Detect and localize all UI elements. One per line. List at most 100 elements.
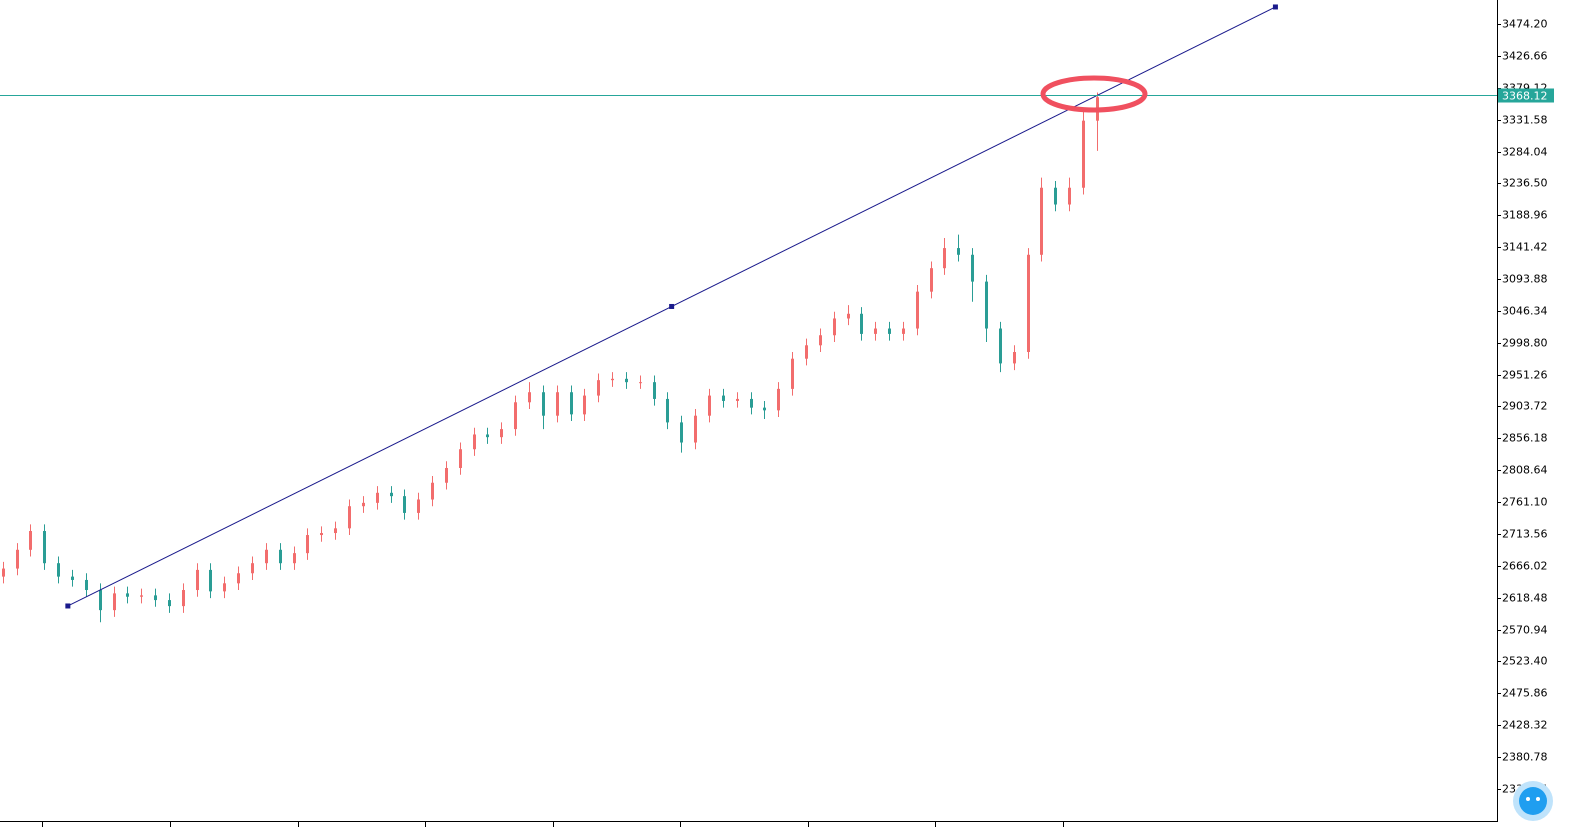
candle-body [819,335,822,346]
candle-body [1068,187,1071,205]
y-tick-label: 2475.86 [1502,687,1548,700]
candle-body [763,407,766,411]
candle-body [85,579,88,591]
y-axis: 3474.203426.663379.123331.583284.043236.… [1497,18,1554,796]
candle-body [625,378,628,383]
candle-body [29,531,32,550]
candle-body [750,398,753,408]
candle-body [666,398,669,423]
candle-body [930,268,933,292]
y-tick-label: 2380.78 [1502,751,1548,764]
candle-body [445,467,448,483]
candle-body [113,593,116,611]
candle-body [1027,254,1030,353]
y-tick-label: 3284.04 [1502,146,1548,159]
candle-body [736,398,739,401]
candle-body [403,496,406,513]
candle-body [279,549,282,564]
chat-icon-bubble [1519,787,1547,815]
candle-body [957,248,960,255]
candle-body [999,328,1002,364]
y-tick-label: 2998.80 [1502,337,1548,350]
candle-body [597,380,600,396]
candle-body [376,492,379,503]
candle-body [71,576,74,580]
y-tick-label: 2428.32 [1502,719,1548,732]
y-tick-label: 2951.26 [1502,369,1548,382]
trendline-handle [65,603,71,609]
y-tick-label: 3188.96 [1502,209,1548,222]
candle-body [1040,187,1043,255]
y-tick-label: 2808.64 [1502,464,1548,477]
candle-body [431,482,434,500]
candle-body [722,395,725,401]
chat-icon[interactable] [1513,781,1553,821]
candle-body [971,254,974,282]
candle-body [168,600,171,607]
y-tick-label: 2713.56 [1502,528,1548,541]
candle-body [791,358,794,389]
candle-body [182,590,185,607]
candle-body [985,281,988,329]
candle-body [583,395,586,415]
y-tick-label: 2666.02 [1502,560,1548,573]
y-tick-label: 2618.48 [1502,592,1548,605]
candle-body [847,313,850,319]
y-tick-label: 3093.88 [1502,273,1548,286]
x-ticks [42,821,1064,827]
candle-body [943,248,946,269]
candle-body [805,345,808,359]
y-tick-label: 2856.18 [1502,432,1548,445]
candle-body [486,434,489,438]
candle-body [611,378,614,381]
candle-body [306,535,309,554]
candle-body [708,395,711,416]
candle-body [874,328,877,334]
candle-body [348,506,351,529]
candle-body [1054,187,1057,205]
candle-body [694,415,697,443]
trendline-handle [669,303,675,309]
y-tick-label: 2761.10 [1502,496,1548,509]
candle-body [777,388,780,411]
candle-body [1082,120,1085,188]
candle-body [99,590,102,611]
candle-body [916,291,919,329]
candle-body [362,502,365,507]
y-tick-label: 3236.50 [1502,177,1548,190]
candle-body [542,392,545,416]
y-tick-label: 2570.94 [1502,624,1548,637]
candle-body [334,528,337,534]
candle-body [126,593,129,597]
candle-body [570,392,573,415]
chat-icon-eye [1526,797,1530,801]
candle-body [390,492,393,497]
candle-body [500,429,503,438]
candle-body [320,533,323,536]
y-tick-label: 3426.66 [1502,50,1548,63]
candle-body [653,382,656,399]
y-tick-label: 2903.72 [1502,400,1548,413]
current-price-label: 3368.12 [1502,90,1548,103]
candle-body [556,392,559,416]
candle-body [888,328,891,334]
candle-body [459,449,462,468]
candle-body [860,313,863,334]
candle-body [196,569,199,591]
candle-body [223,583,226,592]
candle-body [902,328,905,334]
y-tick-label: 3474.20 [1502,18,1548,31]
candle-body [16,549,19,569]
current-price-box [1498,88,1554,103]
y-tick-label: 2523.40 [1502,655,1548,668]
candle-body [473,434,476,450]
y-tick-label: 3331.58 [1502,114,1548,127]
y-tick-label: 3046.34 [1502,305,1548,318]
candle-body [140,595,143,597]
candle-body [514,402,517,430]
candle-body [43,531,46,564]
candle-body [2,568,5,577]
candle-body [1013,352,1016,364]
